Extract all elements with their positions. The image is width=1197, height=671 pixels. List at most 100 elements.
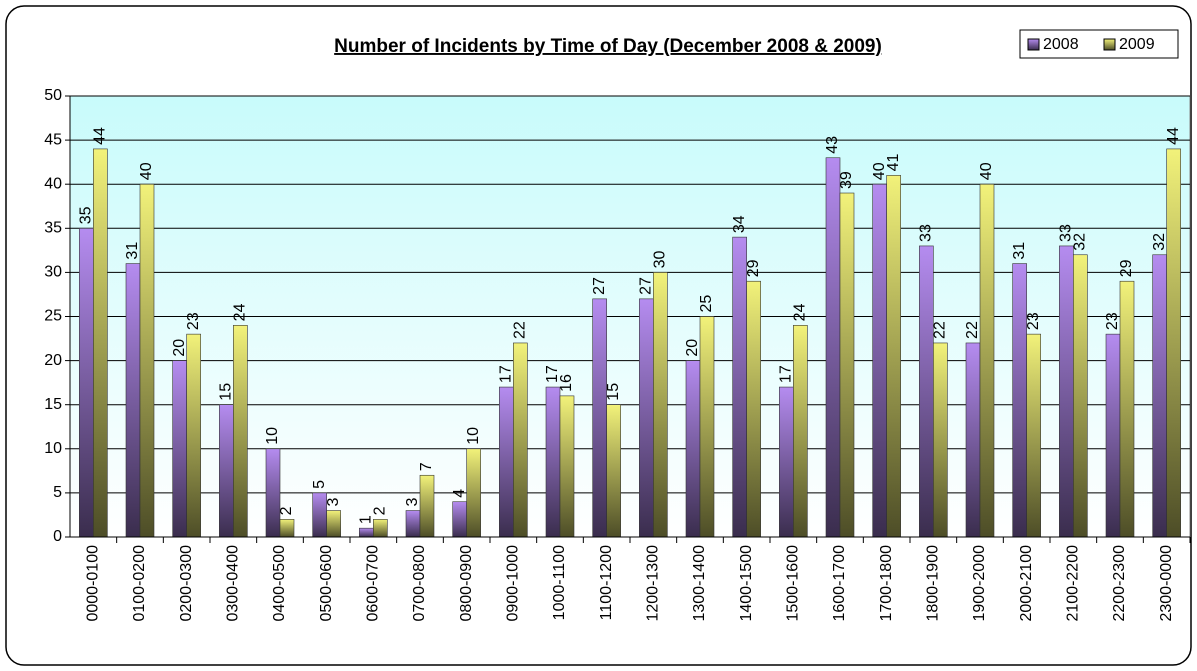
x-tick-label: 1000-1100: [551, 545, 568, 620]
data-label: 44: [92, 127, 109, 145]
x-tick-label: 0700-0800: [411, 545, 428, 622]
bar: [233, 325, 248, 538]
bar: [125, 263, 141, 538]
bar: [139, 183, 155, 538]
data-label: 27: [591, 277, 608, 295]
bar: [1119, 280, 1135, 538]
data-label: 23: [1104, 312, 1121, 330]
y-tick-label: 30: [44, 264, 62, 281]
bar: [965, 342, 981, 538]
bar: [326, 510, 341, 538]
data-label: 22: [932, 321, 949, 339]
bar: [79, 228, 94, 538]
data-label: 40: [138, 162, 155, 180]
data-label: 31: [1011, 242, 1028, 260]
x-tick-label: 2300-0000: [1158, 545, 1175, 622]
bar: [405, 510, 421, 538]
data-label: 15: [605, 383, 622, 401]
x-tick-label: 1500-1600: [785, 545, 802, 622]
bar: [93, 148, 108, 538]
data-label: 5: [311, 480, 328, 489]
data-label: 17: [778, 365, 795, 383]
legend-swatch: [1027, 38, 1040, 51]
y-tick-label: 5: [53, 484, 62, 501]
data-label: 16: [558, 374, 575, 392]
y-tick-label: 10: [44, 440, 62, 457]
bar: [746, 280, 761, 538]
y-tick-label: 50: [44, 87, 62, 104]
bar: [373, 519, 388, 538]
bar: [513, 342, 528, 538]
bar: [265, 448, 281, 538]
x-tick-label: 1800-1900: [925, 545, 942, 622]
bar: [1166, 148, 1181, 538]
x-tick-label: 2000-2100: [1018, 545, 1035, 622]
data-label: 24: [792, 303, 809, 321]
data-label: 7: [418, 462, 435, 471]
x-tick-label: 0600-0700: [365, 545, 382, 622]
bar: [839, 192, 855, 538]
data-label: 29: [745, 259, 762, 277]
x-tick-label: 0400-0500: [271, 545, 288, 622]
legend-swatch: [1103, 38, 1116, 51]
x-tick-label: 2100-2200: [1065, 545, 1082, 622]
x-tick-label: 1400-1500: [738, 545, 755, 622]
bar: [499, 386, 514, 538]
data-label: 2: [278, 506, 295, 515]
data-label: 25: [698, 295, 715, 313]
data-label: 31: [124, 242, 141, 260]
x-tick-label: 1700-1800: [878, 545, 895, 622]
data-label: 17: [544, 365, 561, 383]
data-label: 15: [218, 383, 235, 401]
y-tick-label: 35: [44, 220, 62, 237]
x-tick-label: 1100-1200: [598, 545, 615, 620]
bar: [653, 272, 668, 538]
x-tick-label: 0100-0200: [131, 545, 148, 622]
legend-box: [1019, 29, 1179, 59]
x-tick-label: 2200-2300: [1111, 545, 1128, 622]
bar: [186, 333, 201, 538]
x-tick-label: 0500-0600: [318, 545, 335, 622]
data-label: 20: [171, 339, 188, 357]
bar: [779, 386, 794, 538]
y-tick-label: 15: [44, 396, 62, 413]
data-label: 33: [918, 224, 935, 242]
bar: [732, 236, 747, 538]
data-label: 3: [404, 498, 421, 507]
y-tick-label: 0: [53, 528, 62, 545]
x-tick-label: 1900-2000: [971, 545, 988, 622]
data-label: 4: [451, 489, 468, 498]
legend-label: 2009: [1119, 36, 1155, 53]
data-label: 43: [824, 136, 841, 154]
data-label: 33: [1058, 224, 1075, 242]
data-label: 10: [465, 427, 482, 445]
bar: [419, 474, 435, 538]
bar: [979, 183, 995, 538]
bar: [919, 245, 934, 538]
bar: [685, 360, 701, 538]
bar: [279, 519, 295, 538]
bar: [172, 360, 187, 538]
data-label: 3: [325, 498, 342, 507]
bar: [933, 342, 948, 538]
bar: [1105, 333, 1121, 538]
data-label: 32: [1151, 233, 1168, 251]
data-label: 41: [885, 153, 902, 171]
y-tick-label: 20: [44, 352, 62, 369]
data-label: 23: [1025, 312, 1042, 330]
data-label: 2: [372, 506, 389, 515]
data-label: 27: [638, 277, 655, 295]
bar: [559, 395, 575, 538]
chart-title: Number of Incidents by Time of Day (Dece…: [334, 36, 882, 57]
data-label: 10: [264, 427, 281, 445]
x-tick-label: 1600-1700: [831, 545, 848, 622]
x-tick-label: 1300-1400: [691, 545, 708, 622]
data-label: 30: [652, 251, 669, 269]
bar: [219, 404, 234, 538]
data-label: 34: [731, 215, 748, 233]
data-label: 22: [964, 321, 981, 339]
bar: [452, 501, 467, 538]
y-tick-label: 40: [44, 175, 62, 192]
bar: [1059, 245, 1074, 538]
